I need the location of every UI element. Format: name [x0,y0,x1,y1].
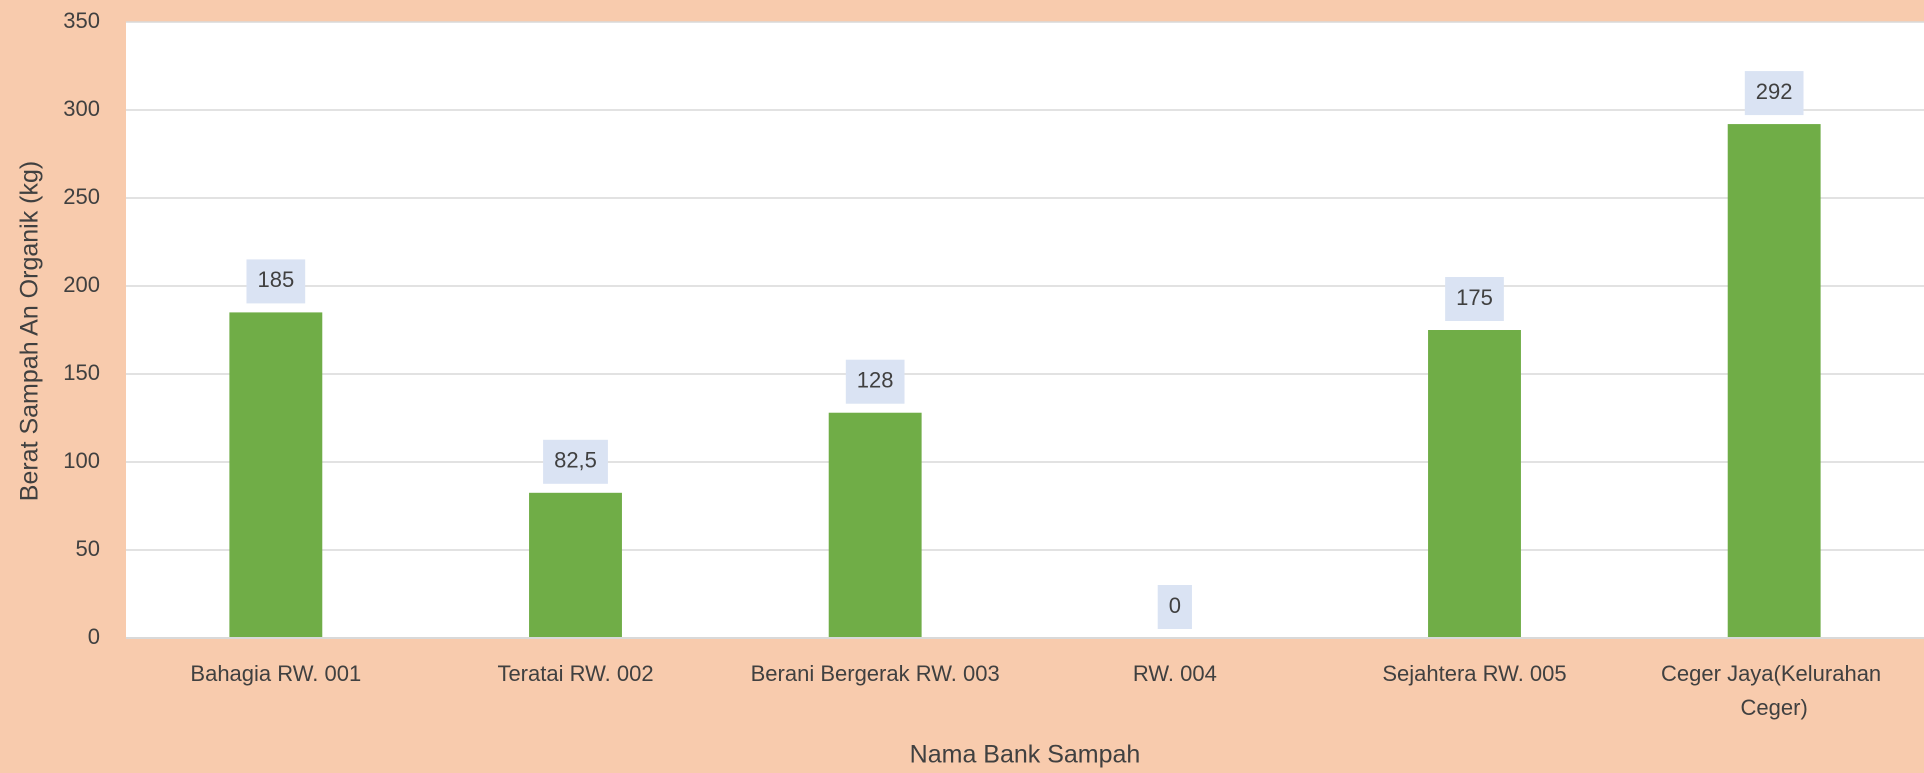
plot-area [126,22,1924,638]
data-label-box [543,439,608,484]
data-label-box [1744,71,1804,116]
data-label-box [246,259,306,304]
data-label: 128 [857,368,894,393]
data-label-box [845,359,905,404]
y-tick-label: 150 [63,360,100,385]
data-label-box [1445,277,1504,321]
x-tick-label: RW. 004 [1133,661,1217,686]
data-label: 185 [257,267,294,292]
bar [229,312,323,638]
bar [1727,124,1821,638]
x-tick-label: Bahagia RW. 001 [190,661,361,686]
y-tick-label: 300 [63,96,100,121]
x-tick-label: Ceger Jaya(Kelurahan Ceger) [1661,661,1887,720]
bar [828,412,922,638]
x-axis-title: Nama Bank Sampah [910,741,1141,769]
data-label: 0 [1169,593,1181,618]
x-tick-label: Teratai RW. 002 [497,661,653,686]
x-tick-label: Sejahtera RW. 005 [1382,661,1566,686]
y-tick-label: 350 [63,8,100,33]
y-tick-label: 50 [76,536,100,561]
data-label: 82,5 [554,448,597,473]
bar [1428,330,1521,638]
data-label: 175 [1456,285,1493,310]
y-tick-label: 0 [88,624,100,649]
y-tick-label: 100 [63,448,100,473]
data-label: 292 [1756,79,1793,104]
y-tick-label: 250 [63,184,100,209]
data-label-box [1157,585,1192,629]
bar [529,492,622,638]
y-axis-title: Berat Sampah An Organik (kg) [16,161,44,501]
y-tick-label: 200 [63,272,100,297]
x-tick-label: Berani Bergerak RW. 003 [751,661,1000,686]
